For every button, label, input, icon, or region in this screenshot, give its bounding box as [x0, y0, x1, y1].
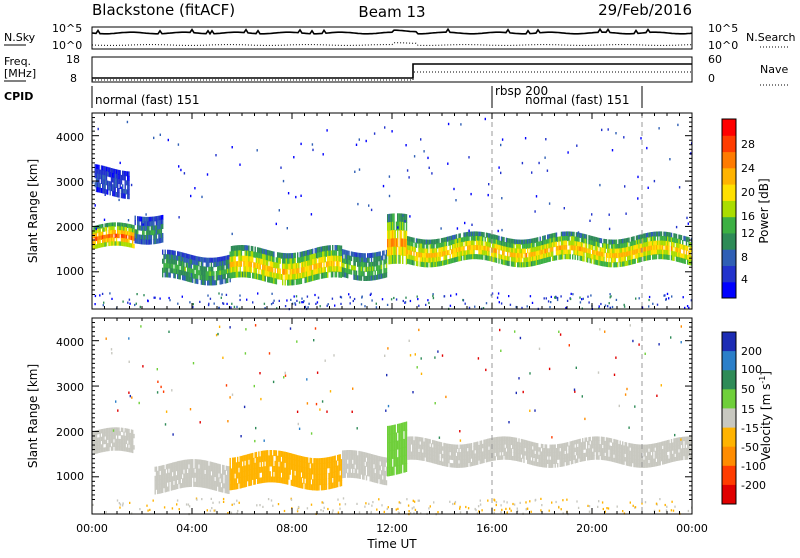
vel-cbar-tick-15: 15: [741, 403, 755, 416]
power-ylabel: Slant Range [km]: [26, 159, 40, 263]
velocity-cbar-swatch: [722, 485, 736, 505]
xtick-0400: 04:00: [176, 522, 208, 535]
beam-title: Beam 13: [358, 3, 425, 21]
x-axis-label: Time UT: [366, 537, 417, 551]
vel-cbar-tick-neg15: -15: [741, 422, 759, 435]
velocity-cbar-swatch: [722, 389, 736, 409]
x-axis: 00:00 04:00 08:00 12:00 16:00 20:00 00:0…: [76, 522, 708, 551]
date-title: 29/Feb/2016: [598, 1, 692, 19]
vel-cbar-tick-200: 200: [741, 345, 762, 358]
velocity-cbar-swatch: [722, 466, 736, 486]
freq-left-tick-low: 8: [70, 72, 77, 85]
velocity-panel: 4000 3000 2000 1000 Slant Range [km]: [26, 318, 692, 515]
power-cbar-swatch: [722, 168, 736, 185]
power-band-1: [135, 215, 164, 245]
velocity-cbar-swatch: [722, 428, 736, 448]
power-cbar-tick-20: 20: [741, 186, 755, 199]
xtick-0000: 00:00: [76, 522, 108, 535]
power-colorbar: 28 24 20 16 12 8 4 Power [dB]: [722, 119, 771, 299]
freq-right-tick-low: 0: [708, 72, 715, 85]
power-cbar-swatch: [722, 200, 736, 217]
xtick-2000: 20:00: [576, 522, 608, 535]
power-ytick-3000: 3000: [56, 176, 84, 189]
velocity-cbar-swatch: [722, 332, 736, 352]
noise-left-tick-low: 10^0: [52, 39, 82, 52]
vel-cbar-tick-neg50: -50: [741, 441, 759, 454]
power-panel: 4000 3000 2000 1000 Slant Range [km]: [26, 113, 692, 310]
vel-cbar-tick-50: 50: [741, 383, 755, 396]
site-title: Blackstone (fitACF): [92, 1, 235, 19]
power-cbar-tick-16: 16: [741, 210, 755, 223]
xtick-1600: 16:00: [476, 522, 508, 535]
power-ytick-1000: 1000: [56, 265, 84, 278]
noise-right-tick-low: 10^0: [708, 39, 738, 52]
vel-ytick-4000: 4000: [56, 336, 84, 349]
power-cbar-swatch: [722, 249, 736, 266]
vel-ylabel: Slant Range [km]: [26, 364, 40, 468]
power-cbar-swatch: [722, 266, 736, 283]
velocity-cbar-swatch: [722, 370, 736, 390]
velocity-band-4: [387, 422, 407, 477]
power-cbar-tick-4: 4: [741, 273, 748, 286]
power-cbar-swatch: [722, 135, 736, 152]
xtick-0800: 08:00: [276, 522, 308, 535]
velocity-colorbar: 200 100 50 15 -15 -50 -100 -200 Velocity…: [722, 332, 773, 505]
power-cbar-swatch: [722, 184, 736, 201]
power-ytick-4000: 4000: [56, 131, 84, 144]
power-cbar-tick-28: 28: [741, 138, 755, 151]
cpid-panel: CPID normal (fast) 151 rbsp 200 normal (…: [4, 84, 642, 108]
noise-right-tick-high: 10^5: [708, 22, 738, 35]
velocity-cbar-swatch: [722, 351, 736, 371]
freq-left-tick-high: 18: [66, 53, 80, 66]
cpid-program-3: normal (fast) 151: [525, 93, 629, 107]
nave-label: Nave: [760, 63, 788, 76]
power-cbar-swatch: [722, 119, 736, 136]
xtick-1200: 12:00: [376, 522, 408, 535]
velocity-cbar-swatch: [722, 408, 736, 428]
power-cbar-swatch: [722, 217, 736, 234]
velocity-cbar-swatch: [722, 447, 736, 467]
noise-right-label: N.Search: [746, 31, 796, 44]
vel-cbar-label: Velocity [m s-1]: [758, 371, 773, 461]
vel-cbar-tick-neg200: -200: [741, 479, 766, 492]
vel-ytick-3000: 3000: [56, 381, 84, 394]
freq-label-2: [MHz]: [4, 67, 36, 80]
cpid-label: CPID: [4, 90, 33, 103]
power-cbar-tick-8: 8: [741, 251, 748, 264]
power-cbar-swatch: [722, 233, 736, 250]
freq-right-tick-high: 60: [708, 53, 722, 66]
power-cbar-swatch: [722, 152, 736, 169]
cpid-program-1: normal (fast) 151: [95, 93, 199, 107]
power-ytick-2000: 2000: [56, 221, 84, 234]
xtick-2400: 00:00: [676, 522, 708, 535]
power-cbar-label: Power [dB]: [757, 178, 771, 243]
noise-left-label: N.Sky: [4, 31, 36, 44]
power-cbar-tick-12: 12: [741, 227, 755, 240]
frequency-panel: Freq. [MHz] 18 8 60 0 Nave: [4, 53, 790, 85]
power-cbar-swatch: [722, 282, 736, 299]
noise-panel: N.Sky 10^5 10^0 10^5 10^0 N.Search: [4, 22, 796, 52]
power-cbar-tick-24: 24: [741, 162, 755, 175]
vel-ytick-1000: 1000: [56, 470, 84, 483]
vel-ytick-2000: 2000: [56, 426, 84, 439]
noise-left-tick-high: 10^5: [52, 22, 82, 35]
